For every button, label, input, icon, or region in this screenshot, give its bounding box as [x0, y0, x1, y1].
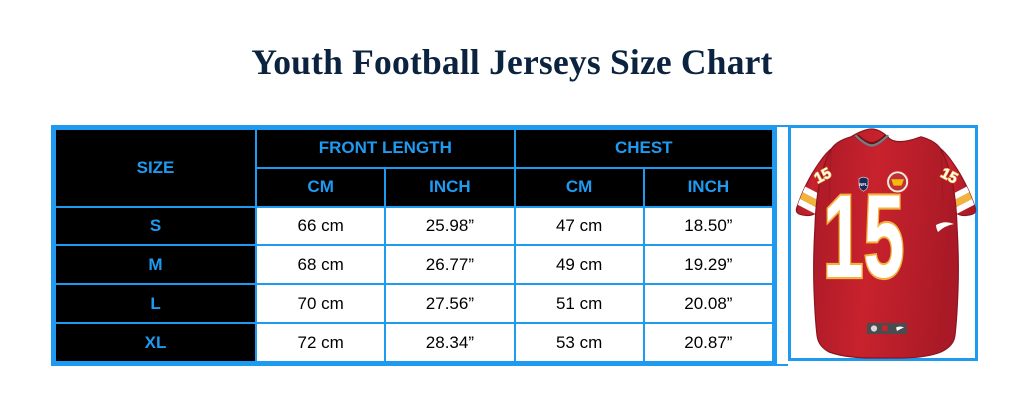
svg-text:NFL: NFL [859, 182, 868, 187]
